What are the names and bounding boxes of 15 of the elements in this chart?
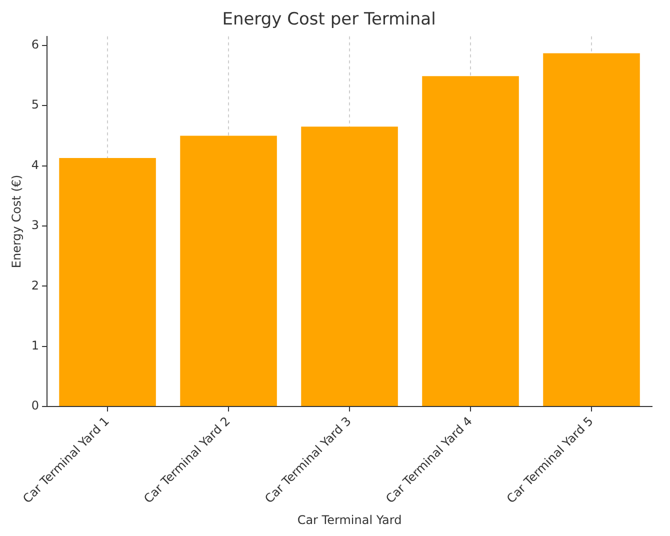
y-tick-label: 1 <box>31 338 40 352</box>
bar <box>422 76 519 406</box>
bar <box>59 158 156 406</box>
bar <box>301 126 398 406</box>
chart-title: Energy Cost per Terminal <box>222 10 436 30</box>
bar <box>180 136 277 406</box>
y-tick-label: 5 <box>31 98 40 112</box>
y-tick-label: 2 <box>31 278 40 292</box>
y-tick-label: 3 <box>31 218 40 232</box>
y-axis-title: Energy Cost (€) <box>9 174 24 268</box>
x-axis-title: Car Terminal Yard <box>297 512 402 527</box>
y-tick-label: 0 <box>31 398 40 413</box>
y-tick-label: 4 <box>31 158 40 172</box>
bar <box>543 53 640 406</box>
y-tick-label: 6 <box>31 38 40 52</box>
